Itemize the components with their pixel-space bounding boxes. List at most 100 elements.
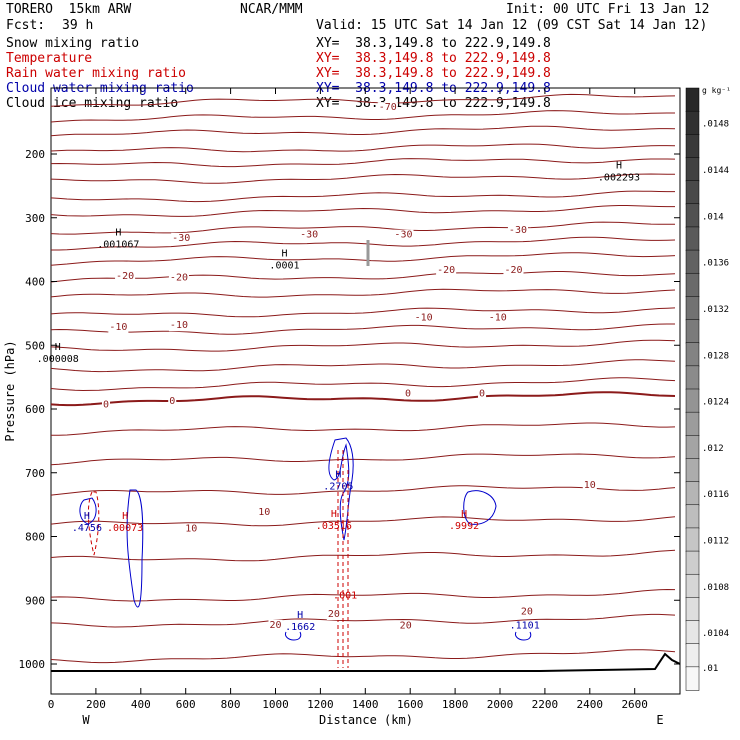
extremum-value: .1662: [285, 622, 315, 633]
isotherm-label: 20: [269, 620, 281, 631]
isotherm-label-bg: [326, 609, 341, 620]
x-tick-label: 1400: [352, 698, 379, 711]
colorbar-swatch: [685, 319, 700, 344]
extremum-value: .002293: [598, 172, 640, 183]
isotherm-line: [50, 516, 676, 527]
isotherm-line: [50, 588, 676, 602]
isotherm-label-bg: [184, 523, 199, 535]
isotherm-label-bg: [101, 399, 111, 411]
isotherm-label: 0: [405, 388, 411, 399]
y-axis-title: Pressure (hPa): [3, 340, 17, 441]
y-tick-label: 300: [25, 212, 45, 225]
isotherm-label: 0: [103, 399, 109, 410]
colorbar-tick-label: .0148: [702, 120, 729, 130]
isotherm-label-bg: [503, 264, 524, 276]
isotherm-line: [50, 307, 676, 318]
y-tick-label: 800: [25, 531, 45, 544]
x-tick-label: 2000: [487, 698, 514, 711]
colorbar-swatch: [685, 504, 700, 529]
isotherm-line: [50, 485, 676, 496]
isotherm-label-bg: [393, 229, 414, 241]
extremum-value: .9992: [449, 521, 479, 532]
cloud-water-contour: [285, 631, 302, 641]
x-tick-label: 800: [221, 698, 241, 711]
rain-water-contour: [337, 450, 349, 668]
isotherm-label: -30: [394, 230, 412, 241]
isotherm-line: [50, 323, 675, 335]
isotherm-line: [50, 143, 676, 153]
isotherm-line: [50, 221, 676, 235]
x-axis-title: Distance (km): [319, 713, 413, 727]
isotherm-label: -20: [170, 272, 188, 283]
extremum-value: .0001: [269, 260, 299, 271]
extremum-value: .001067: [97, 239, 139, 250]
y-tick-label: 500: [25, 339, 45, 352]
x-tick-label: 1600: [397, 698, 424, 711]
header-init: Init: 00 UTC Fri 13 Jan 12: [506, 2, 710, 17]
colorbar-swatch: [685, 157, 700, 182]
isotherm-line: [50, 288, 676, 298]
colorbar-swatch: [685, 435, 700, 460]
rain-water-contour: [87, 491, 100, 556]
y-tick-label: 700: [25, 467, 45, 480]
colorbar-tick-label: .0128: [702, 351, 729, 361]
cloud-water-contour: [126, 489, 144, 608]
extremum-symbol: H: [297, 610, 303, 621]
isotherm-label-bg: [507, 225, 528, 237]
x-tick-label: 1000: [262, 698, 289, 711]
isotherm-label-bg: [398, 620, 413, 632]
colorbar-swatch: [685, 597, 700, 622]
extremum-symbol: H: [55, 342, 61, 353]
isotherm-label-bg: [377, 102, 398, 114]
isotherm-line: [50, 252, 676, 266]
x-tick-label: 400: [131, 698, 151, 711]
isotherm-line: [50, 190, 675, 203]
isotherm-label: 0: [479, 388, 485, 399]
colorbar-swatch: [685, 296, 700, 321]
rain-label: .001: [333, 590, 357, 601]
colorbar-swatch: [685, 481, 700, 506]
isotherm-label: -70: [379, 102, 397, 113]
isotherm-label: 20: [521, 606, 533, 617]
colorbar-tick-label: .0136: [702, 259, 729, 269]
colorbar-tick-label: .0144: [702, 166, 729, 176]
isotherm-label: -20: [504, 265, 522, 276]
x-tick-label: 200: [86, 698, 106, 711]
isotherm-label: 10: [584, 480, 596, 491]
isotherm-label-bg: [168, 272, 189, 284]
x-axis-west-label: W: [82, 713, 90, 727]
header-fcst-label: Fcst:: [6, 18, 46, 33]
isotherm-label: 10: [258, 507, 270, 518]
isotherm-line: [50, 391, 676, 407]
hydrometeor-contours: [79, 240, 532, 668]
y-tick-label: 400: [25, 276, 45, 289]
colorbar-swatch: [685, 643, 700, 668]
isotherm-label-bg: [413, 312, 434, 324]
isotherm-label-bg: [436, 264, 457, 276]
colorbar-unit: g kg⁻¹: [702, 86, 731, 95]
isotherm-label-bg: [168, 396, 177, 408]
isotherm-line: [50, 649, 676, 664]
colorbar-swatch: [685, 550, 700, 575]
isotherm-label-bg: [403, 388, 412, 400]
isotherm-label-bg: [115, 271, 136, 283]
x-axis-east-label: E: [656, 713, 663, 727]
extremum-value: .4756: [72, 523, 102, 534]
colorbar-swatch: [685, 365, 700, 390]
isotherm-label: -30: [172, 233, 190, 244]
field-xy-rain: XY= 38.3,149.8 to 222.9,149.8: [316, 66, 551, 81]
colorbar-swatch: [685, 203, 700, 228]
colorbar-swatch: [685, 458, 700, 483]
colorbar-swatch: [685, 342, 700, 367]
axes: 0 200 400 600 800 1000 1200 1400 1600 1800 2000 220…: [19, 88, 680, 711]
isotherm-line: [50, 158, 676, 168]
field-name-cloud-ice: Cloud ice mixing ratio: [6, 96, 179, 111]
isotherm-line: [50, 173, 675, 184]
isotherm-line: [50, 205, 675, 217]
x-tick-label: 2200: [532, 698, 559, 711]
isotherm-label-bg: [171, 232, 192, 244]
colorbar-swatch: [685, 180, 700, 205]
extremum-value: .03516: [316, 521, 352, 532]
isotherm-label-bg: [108, 322, 129, 334]
field-xy-snow: XY= 38.3,149.8 to 222.9,149.8: [316, 36, 551, 51]
